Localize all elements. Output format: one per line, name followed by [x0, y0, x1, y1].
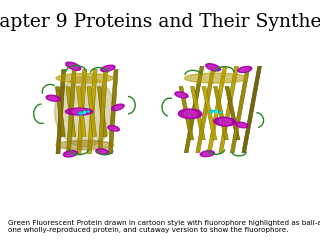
- Ellipse shape: [108, 126, 119, 131]
- Ellipse shape: [177, 93, 186, 97]
- PathPatch shape: [67, 69, 76, 154]
- Ellipse shape: [56, 73, 114, 83]
- Ellipse shape: [48, 97, 58, 100]
- PathPatch shape: [66, 87, 76, 136]
- Ellipse shape: [110, 127, 117, 130]
- PathPatch shape: [98, 69, 108, 154]
- Ellipse shape: [178, 109, 202, 119]
- Text: Chapter 9 Proteins and Their Synthesis: Chapter 9 Proteins and Their Synthesis: [0, 13, 320, 31]
- PathPatch shape: [77, 69, 87, 154]
- Ellipse shape: [219, 119, 231, 125]
- PathPatch shape: [97, 87, 107, 136]
- Ellipse shape: [46, 95, 60, 101]
- Ellipse shape: [112, 104, 124, 110]
- Ellipse shape: [72, 109, 87, 114]
- Ellipse shape: [203, 152, 212, 156]
- Ellipse shape: [206, 64, 220, 71]
- Ellipse shape: [68, 64, 78, 69]
- PathPatch shape: [87, 69, 97, 154]
- Ellipse shape: [65, 108, 93, 115]
- Ellipse shape: [238, 124, 246, 127]
- Ellipse shape: [66, 62, 81, 70]
- Ellipse shape: [114, 106, 122, 109]
- Ellipse shape: [54, 77, 115, 147]
- Ellipse shape: [101, 65, 115, 72]
- Ellipse shape: [56, 140, 114, 150]
- Ellipse shape: [175, 92, 188, 98]
- Ellipse shape: [214, 117, 236, 126]
- Ellipse shape: [240, 68, 250, 71]
- Ellipse shape: [103, 67, 113, 71]
- PathPatch shape: [196, 66, 215, 153]
- PathPatch shape: [55, 87, 65, 136]
- PathPatch shape: [225, 86, 240, 140]
- Ellipse shape: [96, 149, 108, 154]
- PathPatch shape: [76, 87, 86, 136]
- PathPatch shape: [56, 69, 66, 154]
- Ellipse shape: [238, 66, 252, 72]
- Text: Green Fluorescent Protein drawn in cartoon style with fluorophore highlighted as: Green Fluorescent Protein drawn in carto…: [8, 220, 320, 233]
- PathPatch shape: [230, 66, 250, 153]
- Ellipse shape: [66, 152, 75, 156]
- Ellipse shape: [98, 150, 106, 153]
- PathPatch shape: [87, 87, 97, 136]
- PathPatch shape: [242, 66, 261, 153]
- Ellipse shape: [208, 65, 218, 70]
- PathPatch shape: [179, 86, 194, 140]
- PathPatch shape: [219, 66, 238, 153]
- PathPatch shape: [213, 86, 228, 140]
- Ellipse shape: [184, 111, 197, 117]
- Ellipse shape: [200, 151, 214, 157]
- PathPatch shape: [108, 69, 118, 154]
- PathPatch shape: [202, 86, 217, 140]
- Ellipse shape: [63, 150, 77, 157]
- PathPatch shape: [190, 86, 205, 140]
- Ellipse shape: [184, 73, 248, 83]
- PathPatch shape: [207, 66, 227, 153]
- Ellipse shape: [236, 122, 248, 128]
- PathPatch shape: [184, 66, 204, 153]
